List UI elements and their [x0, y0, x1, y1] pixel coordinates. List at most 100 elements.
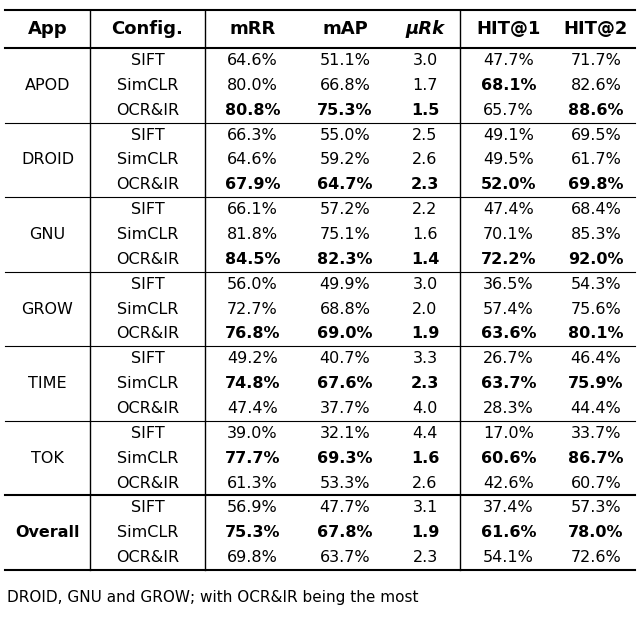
Text: SIFT: SIFT [131, 426, 164, 441]
Text: 61.7%: 61.7% [571, 153, 621, 167]
Text: 57.3%: 57.3% [571, 500, 621, 515]
Text: 63.7%: 63.7% [320, 550, 371, 565]
Text: 4.4: 4.4 [412, 426, 438, 441]
Text: 78.0%: 78.0% [568, 525, 624, 540]
Text: 72.7%: 72.7% [227, 301, 278, 316]
Text: 74.8%: 74.8% [225, 376, 280, 391]
Text: 63.7%: 63.7% [481, 376, 536, 391]
Text: 68.1%: 68.1% [481, 78, 536, 93]
Text: 60.6%: 60.6% [481, 451, 536, 466]
Text: 75.3%: 75.3% [225, 525, 280, 540]
Text: 66.1%: 66.1% [227, 202, 278, 217]
Text: μRk: μRk [405, 20, 445, 38]
Text: 85.3%: 85.3% [571, 227, 621, 242]
Text: 82.3%: 82.3% [317, 252, 372, 266]
Text: 70.1%: 70.1% [483, 227, 534, 242]
Text: 92.0%: 92.0% [568, 252, 624, 266]
Text: 49.5%: 49.5% [483, 153, 534, 167]
Text: SIFT: SIFT [131, 500, 164, 515]
Text: 33.7%: 33.7% [571, 426, 621, 441]
Text: OCR&IR: OCR&IR [116, 475, 179, 491]
Text: 64.6%: 64.6% [227, 153, 278, 167]
Text: 77.7%: 77.7% [225, 451, 280, 466]
Text: SIFT: SIFT [131, 351, 164, 367]
Text: 65.7%: 65.7% [483, 103, 534, 118]
Text: 60.7%: 60.7% [571, 475, 621, 491]
Text: 80.1%: 80.1% [568, 327, 624, 341]
Text: 71.7%: 71.7% [571, 53, 621, 68]
Text: 75.3%: 75.3% [317, 103, 372, 118]
Text: 47.4%: 47.4% [227, 401, 278, 416]
Text: 67.9%: 67.9% [225, 177, 280, 192]
Text: 1.6: 1.6 [411, 451, 439, 466]
Text: DROID, GNU and GROW; with OCR&IR being the most: DROID, GNU and GROW; with OCR&IR being t… [7, 590, 419, 605]
Text: 64.7%: 64.7% [317, 177, 372, 192]
Text: 66.8%: 66.8% [319, 78, 371, 93]
Text: SimCLR: SimCLR [117, 227, 178, 242]
Text: 2.3: 2.3 [411, 177, 439, 192]
Text: 68.4%: 68.4% [571, 202, 621, 217]
Text: 54.3%: 54.3% [571, 277, 621, 292]
Text: 3.0: 3.0 [412, 53, 438, 68]
Text: 61.6%: 61.6% [481, 525, 536, 540]
Text: Config.: Config. [111, 20, 184, 38]
Text: OCR&IR: OCR&IR [116, 177, 179, 192]
Text: APOD: APOD [25, 78, 70, 93]
Text: App: App [28, 20, 67, 38]
Text: SIFT: SIFT [131, 277, 164, 292]
Text: 28.3%: 28.3% [483, 401, 534, 416]
Text: 66.3%: 66.3% [227, 127, 278, 142]
Text: 67.8%: 67.8% [317, 525, 372, 540]
Text: OCR&IR: OCR&IR [116, 401, 179, 416]
Text: 47.7%: 47.7% [483, 53, 534, 68]
Text: 61.3%: 61.3% [227, 475, 278, 491]
Text: TOK: TOK [31, 451, 64, 466]
Text: SimCLR: SimCLR [117, 525, 178, 540]
Text: 69.0%: 69.0% [317, 327, 372, 341]
Text: 2.5: 2.5 [412, 127, 438, 142]
Text: 1.4: 1.4 [411, 252, 439, 266]
Text: 42.6%: 42.6% [483, 475, 534, 491]
Text: 76.8%: 76.8% [225, 327, 280, 341]
Text: 51.1%: 51.1% [319, 53, 371, 68]
Text: 55.0%: 55.0% [319, 127, 371, 142]
Text: 57.2%: 57.2% [319, 202, 371, 217]
Text: SimCLR: SimCLR [117, 153, 178, 167]
Text: SimCLR: SimCLR [117, 301, 178, 316]
Text: 2.3: 2.3 [411, 376, 439, 391]
Text: 81.8%: 81.8% [227, 227, 278, 242]
Text: 1.6: 1.6 [412, 227, 438, 242]
Text: 1.9: 1.9 [411, 327, 439, 341]
Text: 69.3%: 69.3% [317, 451, 372, 466]
Text: 2.0: 2.0 [412, 301, 438, 316]
Text: 69.5%: 69.5% [571, 127, 621, 142]
Text: SIFT: SIFT [131, 127, 164, 142]
Text: 44.4%: 44.4% [571, 401, 621, 416]
Text: OCR&IR: OCR&IR [116, 550, 179, 565]
Text: HIT@1: HIT@1 [476, 20, 541, 38]
Text: 1.9: 1.9 [411, 525, 439, 540]
Text: 37.4%: 37.4% [483, 500, 534, 515]
Text: 80.0%: 80.0% [227, 78, 278, 93]
Text: mRR: mRR [229, 20, 276, 38]
Text: 88.6%: 88.6% [568, 103, 624, 118]
Text: 68.8%: 68.8% [319, 301, 371, 316]
Text: 2.2: 2.2 [412, 202, 438, 217]
Text: 2.6: 2.6 [412, 475, 438, 491]
Text: 1.5: 1.5 [411, 103, 439, 118]
Text: 4.0: 4.0 [412, 401, 438, 416]
Text: GNU: GNU [29, 227, 65, 242]
Text: 84.5%: 84.5% [225, 252, 280, 266]
Text: SimCLR: SimCLR [117, 78, 178, 93]
Text: 75.1%: 75.1% [319, 227, 371, 242]
Text: 2.6: 2.6 [412, 153, 438, 167]
Text: 47.7%: 47.7% [319, 500, 371, 515]
Text: SimCLR: SimCLR [117, 451, 178, 466]
Text: SIFT: SIFT [131, 202, 164, 217]
Text: 72.2%: 72.2% [481, 252, 536, 266]
Text: 69.8%: 69.8% [568, 177, 624, 192]
Text: 2.3: 2.3 [412, 550, 438, 565]
Text: 17.0%: 17.0% [483, 426, 534, 441]
Text: SIFT: SIFT [131, 53, 164, 68]
Text: TIME: TIME [28, 376, 67, 391]
